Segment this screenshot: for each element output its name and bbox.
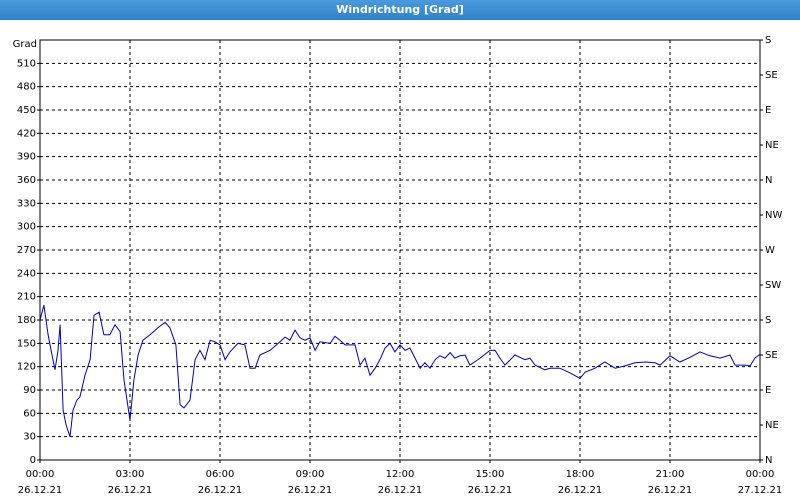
x-tick-date: 26.12.21 — [108, 485, 153, 496]
x-tick-date: 26.12.21 — [468, 485, 513, 496]
y2-tick-label: E — [765, 105, 771, 116]
y-tick-label: 420 — [17, 128, 36, 139]
y2-tick-label: S — [765, 315, 771, 326]
x-tick-label: 09:00 — [296, 469, 325, 480]
y2-tick-label: SE — [765, 350, 778, 361]
y2-tick-label: NE — [765, 140, 779, 151]
x-tick-date: 26.12.21 — [648, 485, 693, 496]
y2-tick-label: W — [765, 245, 775, 256]
x-tick-label: 21:00 — [656, 469, 685, 480]
y-tick-label: 90 — [23, 385, 36, 396]
x-tick-label: 03:00 — [116, 469, 145, 480]
x-tick-date: 26.12.21 — [18, 485, 63, 496]
y-tick-label: 480 — [17, 82, 36, 93]
y-tick-label: 270 — [17, 245, 36, 256]
y2-tick-label: N — [765, 455, 772, 466]
y-tick-label: 180 — [17, 315, 36, 326]
y-tick-label: 390 — [17, 152, 36, 163]
chart-title: Windrichtung [Grad] — [336, 3, 464, 16]
y-tick-label: 150 — [17, 338, 36, 349]
y2-tick-label: S — [765, 35, 771, 46]
y-axis-label: Grad — [13, 39, 37, 50]
y-tick-label: 240 — [17, 268, 36, 279]
y-tick-label: 30 — [23, 432, 36, 443]
title-bar: Windrichtung [Grad] — [0, 0, 800, 20]
y2-tick-label: N — [765, 175, 772, 186]
x-tick-date: 26.12.21 — [288, 485, 333, 496]
y-tick-label: 450 — [17, 105, 36, 116]
y-tick-label: 510 — [17, 58, 36, 69]
x-tick-date: 26.12.21 — [558, 485, 603, 496]
y2-tick-label: E — [765, 385, 771, 396]
x-tick-label: 00:00 — [746, 469, 775, 480]
y-tick-label: 330 — [17, 198, 36, 209]
x-tick-date: 26.12.21 — [378, 485, 423, 496]
x-tick-label: 06:00 — [206, 469, 235, 480]
y2-tick-label: NE — [765, 420, 779, 431]
y-tick-label: 360 — [17, 175, 36, 186]
data-line — [39, 305, 761, 437]
y-tick-label: 60 — [23, 408, 36, 419]
y-tick-label: 300 — [17, 222, 36, 233]
y-tick-label: 210 — [17, 292, 36, 303]
y-tick-label: 120 — [17, 362, 36, 373]
y2-tick-label: NW — [765, 210, 782, 221]
x-tick-date: 26.12.21 — [198, 485, 243, 496]
x-tick-date: 27.12.21 — [738, 485, 783, 496]
y2-tick-label: SE — [765, 70, 778, 81]
x-tick-label: 12:00 — [386, 469, 415, 480]
x-tick-label: 18:00 — [566, 469, 595, 480]
y2-tick-label: SW — [765, 280, 781, 291]
x-tick-label: 00:00 — [26, 469, 55, 480]
x-tick-label: 15:00 — [476, 469, 505, 480]
y-tick-label: 0 — [30, 455, 36, 466]
